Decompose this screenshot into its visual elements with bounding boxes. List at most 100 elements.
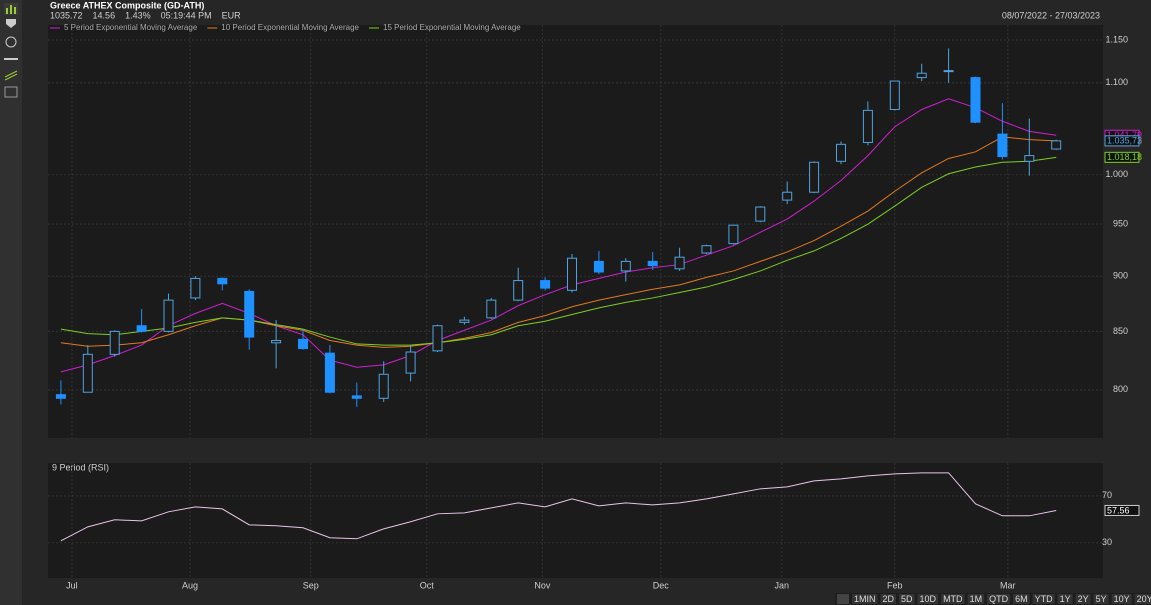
candle bbox=[835, 141, 846, 165]
candle bbox=[862, 101, 873, 146]
candle bbox=[997, 103, 1008, 160]
x-tick-label: Nov bbox=[534, 580, 551, 590]
range-button[interactable]: QTD bbox=[989, 594, 1008, 604]
candle-body bbox=[432, 325, 443, 352]
y-tick-label: 800 bbox=[1113, 384, 1128, 394]
candle bbox=[540, 277, 551, 291]
quote-field: 05:19:44 PM bbox=[161, 10, 212, 20]
x-tick-label: Jul bbox=[66, 580, 78, 590]
last-value-label: 1.035,72 bbox=[1107, 136, 1142, 146]
candle-body bbox=[324, 352, 335, 393]
y-tick-label: 70 bbox=[1102, 490, 1112, 500]
price-panel bbox=[48, 25, 1103, 438]
range-button[interactable]: 1M bbox=[970, 594, 983, 604]
tool-crosshair[interactable] bbox=[5, 36, 17, 48]
candle bbox=[324, 345, 335, 394]
range-button[interactable]: 2D bbox=[883, 594, 895, 604]
candle-body bbox=[674, 256, 685, 270]
range-button-bg bbox=[852, 594, 878, 604]
x-tick-label: Oct bbox=[420, 580, 435, 590]
tool-grid[interactable] bbox=[4, 86, 18, 98]
candle-body bbox=[943, 70, 954, 73]
candle-body bbox=[217, 277, 228, 285]
x-tick-label: Sep bbox=[303, 580, 319, 590]
candle-body bbox=[378, 373, 389, 399]
candle bbox=[728, 224, 739, 245]
candle bbox=[136, 308, 147, 333]
candle bbox=[298, 329, 309, 350]
candle bbox=[674, 247, 685, 271]
candle bbox=[513, 267, 524, 302]
candle-body bbox=[809, 161, 820, 193]
toolbar-icons[interactable] bbox=[4, 3, 18, 98]
candle bbox=[244, 289, 255, 350]
candle-body bbox=[593, 260, 604, 273]
y-tick-label: 1.100 bbox=[1105, 77, 1128, 87]
range-button-bg bbox=[1032, 594, 1055, 604]
range-button-bg bbox=[1111, 594, 1132, 604]
last-value-label: 57.56 bbox=[1107, 505, 1130, 515]
legend-label: 10 Period Exponential Moving Average bbox=[221, 23, 359, 32]
candle bbox=[405, 345, 416, 382]
candle bbox=[620, 258, 631, 282]
range-button-bg bbox=[1093, 594, 1109, 604]
line-series bbox=[60, 156, 1057, 346]
last-value-label: 1.018,18 bbox=[1107, 152, 1142, 162]
range-button[interactable]: 5D bbox=[901, 594, 913, 604]
candle bbox=[916, 63, 927, 82]
instrument-title: Greece ATHEX Composite (GD-ATH) bbox=[50, 0, 204, 10]
candle bbox=[163, 293, 174, 333]
candle-body bbox=[997, 133, 1008, 158]
range-button-bg bbox=[1057, 594, 1073, 604]
range-button[interactable]: 6M bbox=[1015, 594, 1028, 604]
candle-body bbox=[82, 353, 93, 393]
quote-field: 14.56 bbox=[93, 10, 116, 20]
candle-body bbox=[755, 206, 766, 222]
candle-body bbox=[620, 260, 631, 272]
candle-body bbox=[136, 325, 147, 332]
candle-body bbox=[486, 299, 497, 319]
candle-body bbox=[244, 290, 255, 338]
candle-body bbox=[647, 260, 658, 267]
range-button[interactable]: 5Y bbox=[1096, 594, 1107, 604]
tool-trend[interactable] bbox=[4, 70, 18, 81]
range-button-bg bbox=[1013, 594, 1030, 604]
candle-body bbox=[1051, 140, 1062, 150]
candle-body bbox=[728, 224, 739, 245]
candle bbox=[755, 206, 766, 223]
range-button-bg bbox=[1075, 594, 1091, 604]
range-button-bg bbox=[917, 594, 939, 604]
candle bbox=[782, 181, 793, 205]
line-series bbox=[60, 98, 1057, 373]
candle bbox=[647, 251, 658, 270]
range-button-bg bbox=[987, 594, 1011, 604]
range-button[interactable]: 1MIN bbox=[854, 594, 876, 604]
candle-body bbox=[835, 143, 846, 162]
quote-field: 1.43% bbox=[125, 10, 151, 20]
candle-body bbox=[109, 330, 120, 355]
tool-line[interactable] bbox=[4, 58, 18, 60]
candle-body bbox=[540, 280, 551, 289]
quote-field: 1035.72 bbox=[50, 10, 83, 20]
candle-body bbox=[55, 394, 66, 399]
range-button[interactable]: YTD bbox=[1035, 594, 1054, 604]
range-button[interactable]: 1Y bbox=[1060, 594, 1071, 604]
candle bbox=[970, 76, 981, 124]
range-button[interactable]: 2Y bbox=[1078, 594, 1089, 604]
range-button-bg bbox=[1134, 594, 1151, 604]
tool-shield[interactable] bbox=[6, 19, 16, 28]
range-button[interactable]: 10D bbox=[920, 594, 937, 604]
range-button[interactable]: MTD bbox=[943, 594, 963, 604]
range-button[interactable]: 10Y bbox=[1114, 594, 1130, 604]
range-button[interactable]: 20Y bbox=[1137, 594, 1151, 604]
line-series bbox=[60, 472, 1057, 542]
y-tick-label: 30 bbox=[1102, 537, 1112, 547]
x-tick-label: Dec bbox=[653, 580, 670, 590]
candle bbox=[593, 250, 604, 275]
chart-style-button[interactable] bbox=[837, 594, 849, 604]
candle-body bbox=[351, 395, 362, 399]
candle bbox=[351, 382, 362, 407]
candle bbox=[1024, 118, 1035, 176]
candle-body bbox=[1024, 155, 1035, 162]
